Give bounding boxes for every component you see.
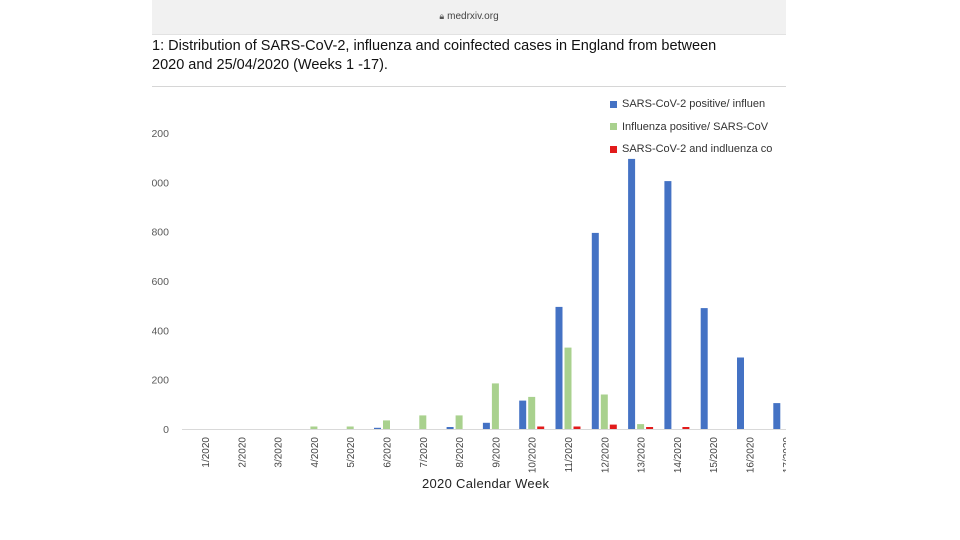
legend-swatch	[610, 123, 617, 131]
y-tick-label: 800	[152, 227, 169, 239]
bar-sars-cov-2	[482, 422, 490, 429]
x-tick-label: 17/2020	[782, 437, 786, 474]
y-tick-label: 200	[152, 375, 169, 387]
lock-icon: 🔒︎	[439, 11, 445, 21]
bar-sars-cov-2	[591, 232, 599, 429]
bar-sars-cov-2	[737, 357, 744, 429]
bar-influenza	[491, 383, 499, 429]
x-tick-label: 8/2020	[455, 437, 466, 468]
legend-entry: SARS-CoV-2 and indluenza co	[610, 138, 786, 161]
bar-sars-cov-2	[664, 181, 672, 429]
bar-influenza	[346, 426, 354, 429]
bar-influenza	[383, 420, 390, 429]
y-tick-label: 600	[152, 276, 169, 288]
browser-url-bar[interactable]: 🔒︎ medrxiv.org	[152, 0, 786, 35]
legend-swatch	[610, 145, 617, 153]
x-tick-label: 13/2020	[637, 437, 648, 474]
bar-influenza	[419, 415, 427, 429]
x-tick-label: 11/2020	[564, 437, 575, 473]
bar-chart: 0 200 400 600 800 000 200 1/2020 2/2020 3/2020 4/2…	[152, 128, 786, 474]
x-tick-label: 12/2020	[600, 437, 611, 474]
x-tick-label: 1/2020	[201, 437, 212, 468]
legend-entry: SARS-CoV-2 positive/ influen	[610, 93, 786, 116]
chart-legend: SARS-CoV-2 positive/ influen Influenza po…	[610, 93, 786, 161]
bar-coinfection	[609, 424, 617, 429]
bar-coinfection	[646, 427, 654, 429]
bar-influenza	[528, 396, 536, 429]
x-tick-label: 14/2020	[673, 437, 684, 474]
x-tick-label: 7/2020	[419, 437, 430, 468]
bar-sars-cov-2	[555, 306, 563, 429]
x-tick-label: 15/2020	[709, 437, 720, 474]
figure-title: 1: Distribution of SARS-CoV-2, influenza…	[152, 38, 717, 73]
x-tick-label: 4/2020	[310, 437, 321, 468]
bar-sars-cov-2	[519, 400, 527, 429]
y-tick-label: 0	[163, 424, 169, 436]
x-tick-label: 10/2020	[528, 437, 539, 474]
legend-label: Influenza positive/ SARS-CoV	[622, 120, 769, 133]
x-axis-label: 2020 Calendar Week	[422, 476, 550, 491]
bar-influenza	[455, 415, 463, 429]
bar-sars-cov-2	[446, 427, 454, 429]
x-tick-label: 6/2020	[383, 437, 394, 468]
y-tick-label: 200	[152, 128, 169, 140]
legend-label: SARS-CoV-2 positive/ influen	[622, 98, 766, 111]
bar-influenza	[637, 424, 645, 429]
bar-coinfection	[537, 426, 545, 429]
bar-sars-cov-2	[628, 158, 636, 429]
bar-sars-cov-2	[773, 403, 781, 429]
y-tick-label: 400	[152, 325, 169, 337]
bar-influenza	[310, 426, 318, 429]
url-text: medrxiv.org	[447, 11, 499, 22]
bar-sars-cov-2	[374, 427, 381, 429]
bar-influenza	[564, 347, 572, 429]
bar-influenza	[600, 394, 608, 429]
bar-sars-cov-2	[700, 308, 708, 429]
chart-container: 0 200 400 600 800 000 200 1/2020 2/2020 3/2020 4/2…	[152, 86, 786, 494]
legend-entry: Influenza positive/ SARS-CoV	[610, 116, 786, 139]
y-tick-label: 000	[152, 177, 169, 189]
bar-coinfection	[682, 427, 690, 429]
x-tick-label: 2/2020	[237, 437, 248, 468]
legend-label: SARS-CoV-2 and indluenza co	[622, 143, 773, 156]
bar-coinfection	[573, 426, 581, 429]
x-tick-label: 9/2020	[491, 437, 502, 468]
x-tick-label: 3/2020	[274, 437, 285, 468]
x-tick-label: 16/2020	[746, 437, 757, 474]
legend-swatch	[610, 100, 617, 108]
x-tick-label: 5/2020	[346, 437, 357, 468]
screenshot: 🔒︎ medrxiv.org 1: Distribution of SARS-Co…	[152, 0, 786, 494]
